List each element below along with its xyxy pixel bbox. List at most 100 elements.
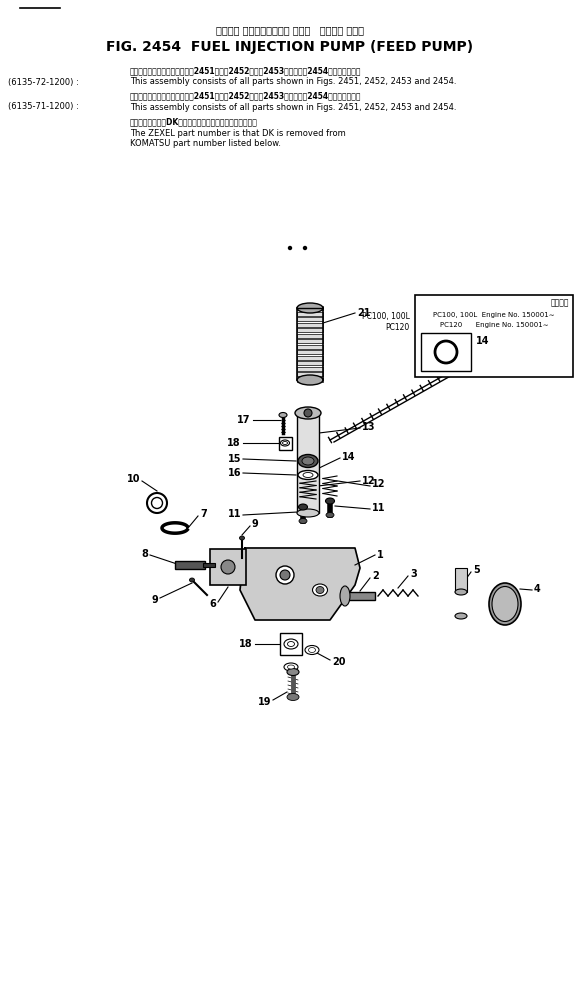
Bar: [297, 361, 323, 365]
Bar: [297, 378, 323, 382]
Text: KOMATSU part number listed below.: KOMATSU part number listed below.: [130, 139, 281, 148]
Ellipse shape: [287, 694, 299, 701]
Bar: [297, 339, 323, 343]
Text: 18: 18: [240, 639, 253, 649]
Ellipse shape: [151, 497, 162, 508]
Text: 14: 14: [342, 452, 356, 462]
Ellipse shape: [316, 587, 324, 594]
Ellipse shape: [288, 665, 295, 669]
Text: This assembly consists of all parts shown in Figs. 2451, 2452, 2453 and 2454.: This assembly consists of all parts show…: [130, 102, 456, 112]
Text: The ZEXEL part number is that DK is removed from: The ZEXEL part number is that DK is remo…: [130, 129, 346, 138]
Bar: [297, 334, 323, 338]
Bar: [297, 367, 323, 371]
Ellipse shape: [297, 375, 323, 385]
Text: 11: 11: [372, 503, 386, 513]
Bar: [203, 563, 215, 567]
Ellipse shape: [190, 578, 194, 582]
Text: 6: 6: [209, 599, 216, 609]
Bar: [175, 561, 205, 569]
Bar: [455, 568, 467, 592]
Ellipse shape: [340, 586, 350, 606]
Bar: [280, 633, 302, 655]
Circle shape: [303, 247, 306, 250]
Ellipse shape: [299, 518, 307, 523]
Ellipse shape: [284, 663, 298, 671]
Bar: [297, 311, 323, 315]
Ellipse shape: [489, 583, 521, 625]
Text: フェエル インジェクション ポンプ   フィード ポンプ: フェエル インジェクション ポンプ フィード ポンプ: [216, 25, 364, 35]
Ellipse shape: [295, 407, 321, 419]
Bar: [297, 317, 323, 321]
Ellipse shape: [309, 647, 316, 652]
Text: PC120      Engine No. 150001∼: PC120 Engine No. 150001∼: [440, 322, 548, 328]
Text: 8: 8: [141, 549, 148, 559]
Ellipse shape: [221, 560, 235, 574]
Circle shape: [288, 247, 292, 250]
Bar: [297, 345, 323, 349]
Text: 9: 9: [151, 595, 158, 605]
Text: 21: 21: [357, 308, 371, 318]
Text: 14: 14: [476, 336, 490, 346]
Ellipse shape: [303, 473, 313, 478]
Bar: [279, 437, 292, 450]
Text: 品番のメーカ記号DKを抜いたものがゼクセルの品番です。: 品番のメーカ記号DKを抜いたものがゼクセルの品番です。: [130, 118, 258, 127]
Ellipse shape: [298, 471, 318, 480]
Ellipse shape: [326, 512, 334, 517]
Ellipse shape: [455, 589, 467, 595]
Ellipse shape: [297, 509, 319, 517]
Text: このアセンブリの構成部品は第2451図、第2452図、第2453図および第2454図を含みます。: このアセンブリの構成部品は第2451図、第2452図、第2453図および第245…: [130, 66, 361, 75]
Ellipse shape: [299, 504, 307, 510]
Text: 12: 12: [372, 479, 386, 489]
Text: 3: 3: [410, 569, 417, 579]
Text: 10: 10: [126, 474, 140, 484]
Ellipse shape: [313, 584, 328, 596]
Bar: [297, 413, 319, 513]
Text: 2: 2: [372, 571, 379, 581]
Text: 11: 11: [227, 509, 241, 519]
Ellipse shape: [302, 457, 314, 465]
Text: 9: 9: [252, 519, 259, 529]
Text: このアセンブリの構成部品は第2451図、第2452図、第2453図および第2454図を含みます。: このアセンブリの構成部品は第2451図、第2452図、第2453図および第245…: [130, 91, 361, 100]
Text: (6135-71-1200) :: (6135-71-1200) :: [8, 102, 81, 112]
Ellipse shape: [280, 570, 290, 580]
Ellipse shape: [492, 587, 518, 621]
Ellipse shape: [297, 303, 323, 313]
Ellipse shape: [288, 641, 295, 646]
Text: 16: 16: [227, 468, 241, 478]
Ellipse shape: [305, 645, 319, 654]
Bar: [297, 328, 323, 332]
Bar: [297, 372, 323, 376]
Text: 4: 4: [534, 584, 541, 594]
Bar: [297, 322, 323, 326]
Text: 18: 18: [227, 438, 241, 448]
Text: 12: 12: [362, 476, 375, 486]
Bar: [210, 549, 246, 585]
Text: This assembly consists of all parts shown in Figs. 2451, 2452, 2453 and 2454.: This assembly consists of all parts show…: [130, 77, 456, 86]
Text: 1: 1: [377, 550, 384, 560]
Circle shape: [304, 409, 312, 417]
Ellipse shape: [279, 412, 287, 417]
Text: 17: 17: [237, 415, 250, 425]
Bar: [415, 295, 573, 377]
Text: 13: 13: [362, 422, 375, 432]
Text: 19: 19: [258, 697, 271, 707]
Ellipse shape: [325, 498, 335, 504]
Text: 20: 20: [332, 657, 346, 667]
Bar: [297, 350, 323, 354]
Bar: [297, 306, 323, 310]
Text: 適用号機: 適用号機: [550, 298, 569, 307]
Ellipse shape: [284, 639, 298, 649]
Text: FIG. 2454  FUEL INJECTION PUMP (FEED PUMP): FIG. 2454 FUEL INJECTION PUMP (FEED PUMP…: [107, 40, 473, 54]
Text: (6135-72-1200) :: (6135-72-1200) :: [8, 77, 81, 86]
Ellipse shape: [455, 613, 467, 619]
Ellipse shape: [240, 536, 245, 540]
Text: 5: 5: [473, 565, 480, 575]
Text: PC100, 100L: PC100, 100L: [362, 312, 410, 321]
Bar: [297, 356, 323, 360]
Ellipse shape: [147, 493, 167, 513]
Text: 7: 7: [200, 509, 206, 519]
Ellipse shape: [276, 566, 294, 584]
Text: 15: 15: [227, 454, 241, 464]
Bar: [421, 333, 471, 371]
Text: PC100, 100L  Engine No. 150001∼: PC100, 100L Engine No. 150001∼: [433, 312, 555, 318]
